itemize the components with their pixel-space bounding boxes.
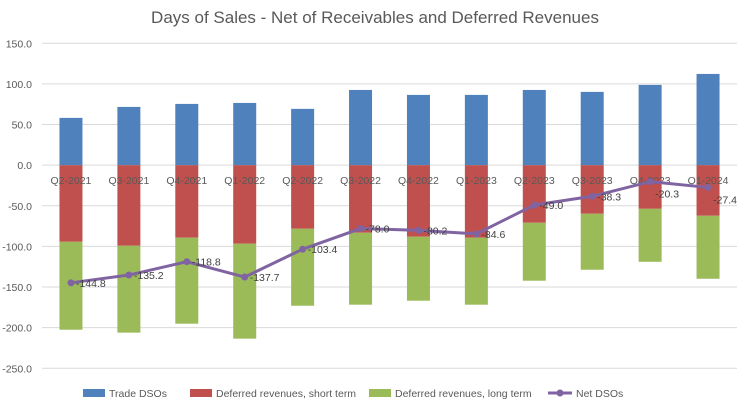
y-tick-label: -150.0 [2,282,32,294]
net-dsos-data-label: -103.4 [308,244,338,256]
net-dsos-point [183,258,191,266]
bar-trade-dsos-q4-2022 [406,94,430,166]
bar-deferred-revenues-short-term-q2-2023 [522,165,546,223]
bar-deferred-revenues-long-term-q3-2021 [117,245,141,333]
net-dsos-data-label: -80.2 [423,225,447,237]
net-dsos-point [299,245,307,253]
y-tick-label: 0.0 [17,160,32,172]
bar-trade-dsos-q3-2022 [349,89,373,166]
x-tick-label: Q3-2022 [340,175,381,187]
net-dsos-data-label: -38.3 [597,191,621,203]
x-tick-label: Q1-2023 [456,175,497,187]
bar-trade-dsos-q4-2021 [175,103,199,166]
bar-deferred-revenues-short-term-q2-2022 [291,165,315,229]
net-dsos-point [241,273,249,281]
net-dsos-point [414,226,422,234]
x-tick-label: Q3-2021 [108,175,149,187]
bar-trade-dsos-q2-2022 [291,108,315,166]
net-dsos-point [704,183,712,191]
net-dsos-point [125,271,133,279]
y-tick-label: -250.0 [2,363,32,375]
bar-deferred-revenues-long-term-q1-2023 [464,237,488,305]
net-dsos-data-label: -118.8 [192,257,221,269]
y-axis: 150.0 100.0 50.0 0.0 -50.0 -100.0 -150.0 -200.0… [2,38,32,375]
x-tick-label: Q3-2023 [572,175,613,187]
bar-deferred-revenues-short-term-q4-2022 [406,165,430,237]
net-dsos-point [67,279,75,287]
bar-deferred-revenues-short-term-q4-2021 [175,165,199,238]
bar-trade-dsos-q1-2022 [233,102,257,166]
legend-label-trade-dsos: Trade DSOs [109,388,167,400]
bar-trade-dsos-q3-2023 [580,91,604,166]
bar-trade-dsos-q1-2024 [696,73,720,166]
net-dsos-point [646,178,654,186]
bar-deferred-revenues-short-term-q1-2022 [233,165,257,244]
x-axis: Q2-2021 Q3-2021 Q4-2021 Q1-2022 Q2-2022 Q3-20… [51,175,729,187]
legend-swatch-deferred-revenues-short-term [190,389,212,397]
legend-label-deferred-revenues-short-term: Deferred revenues, short term [216,388,356,400]
bar-deferred-revenues-long-term-q4-2022 [406,236,430,301]
legend-label-net-dsos: Net DSOs [576,388,623,400]
bar-deferred-revenues-short-term-q3-2022 [349,165,373,233]
net-dsos-data-label: -84.6 [481,229,505,241]
legend-label-deferred-revenues-long-term: Deferred revenues, long term [395,388,532,400]
gridlines [42,42,737,369]
y-tick-label: -100.0 [2,241,32,253]
legend: Trade DSOs Deferred revenues, short term D… [83,388,623,400]
x-tick-label: Q2-2023 [514,175,555,187]
net-dsos-data-label: -144.8 [76,278,106,290]
net-dsos-data-label: -135.2 [134,270,164,282]
net-dsos-data-label: -20.3 [655,189,679,201]
bar-deferred-revenues-long-term-q2-2023 [522,222,546,281]
y-tick-label: 100.0 [6,79,32,91]
y-tick-label: 150.0 [6,38,32,50]
net-dsos-point [472,230,480,238]
net-dsos-polyline [70,180,709,285]
bar-deferred-revenues-short-term-q3-2023 [580,165,604,214]
net-dsos-data-label: -137.7 [250,272,280,284]
legend-swatch-trade-dsos [83,389,105,397]
bar-deferred-revenues-short-term-q4-2023 [638,165,662,209]
x-tick-label: Q2-2021 [51,175,92,187]
bar-deferred-revenues-long-term-q4-2023 [638,208,662,262]
net-dsos-point [357,225,365,233]
bar-deferred-revenues-short-term-q2-2021 [59,165,83,242]
bar-deferred-revenues-short-term-q3-2021 [117,165,141,246]
bar-deferred-revenues-long-term-q4-2021 [175,237,199,324]
net-dsos-data-label: -78.0 [366,224,390,236]
x-tick-label: Q1-2024 [688,175,729,187]
net-dsos-point [588,192,596,200]
bar-deferred-revenues-long-term-q3-2023 [580,213,604,270]
x-tick-label: Q4-2022 [398,175,439,187]
bar-deferred-revenues-short-term-q1-2023 [464,165,488,238]
net-dsos-point [530,201,538,209]
y-tick-label: -50.0 [8,201,32,213]
legend-swatch-deferred-revenues-long-term [369,389,391,397]
bar-deferred-revenues-long-term-q1-2024 [696,215,720,279]
bar-trade-dsos-q2-2023 [522,89,546,166]
y-tick-label: -200.0 [2,323,32,335]
x-tick-label: Q4-2021 [166,175,207,187]
net-dsos-data-label: -27.4 [713,194,737,206]
x-tick-label: Q1-2022 [224,175,265,187]
bar-trade-dsos-q4-2023 [638,84,662,166]
bar-deferred-revenues-long-term-q2-2022 [291,228,315,306]
net-dsos-data-label: -49.0 [539,200,563,212]
chart-title: Days of Sales - Net of Receivables and D… [151,8,599,27]
x-tick-label: Q2-2022 [282,175,323,187]
bar-deferred-revenues-long-term-q1-2022 [233,243,257,339]
net-dsos-line: -144.8 -135.2 -118.8 -137.7 -103.4 -78.0 -80.2… [67,178,737,290]
bar-trade-dsos-q2-2021 [59,117,83,166]
y-tick-label: 50.0 [12,120,33,132]
legend-marker-net-dsos [556,389,564,397]
bar-deferred-revenues-long-term-q3-2022 [349,232,373,305]
bar-trade-dsos-q1-2023 [464,94,488,166]
bar-trade-dsos-q3-2021 [117,106,141,166]
